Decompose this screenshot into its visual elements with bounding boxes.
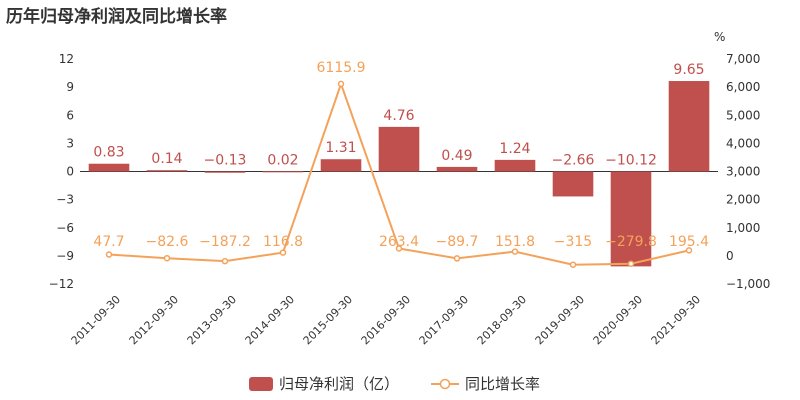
x-tick-label: 2013-09-30 (185, 293, 239, 347)
line-value-label: 6115.9 (317, 60, 366, 76)
bar-value-label: 4.76 (383, 108, 414, 124)
bar-value-label: 0.14 (151, 151, 182, 167)
bar (320, 159, 362, 172)
bar (88, 163, 130, 172)
line-point (511, 248, 519, 255)
line-value-label: −315 (554, 234, 592, 250)
y-right-unit-label: % (714, 30, 725, 44)
x-tick-label: 2014-09-30 (243, 293, 297, 347)
line-point (221, 257, 229, 265)
y-left-tick-label: 3 (66, 136, 74, 150)
bar-value-label: −10.12 (605, 153, 657, 169)
line-value-label: 47.7 (93, 234, 124, 250)
line-value-label: 116.8 (263, 234, 303, 250)
legend-bar-label: 归母净利润（亿） (279, 375, 399, 393)
y-left-tick-label: −12 (49, 277, 74, 291)
x-tick-label: 2016-09-30 (359, 293, 413, 347)
y-right-tick-label: 7,000 (726, 52, 760, 66)
bar-value-label: 0.83 (93, 145, 124, 161)
bar-value-label: −2.66 (552, 153, 595, 169)
line-point (453, 255, 461, 262)
bar-value-label: 1.24 (499, 141, 530, 157)
bar-value-label: 1.31 (325, 140, 356, 156)
x-tick-label: 2012-09-30 (127, 293, 181, 347)
y-left-tick-label: −6 (56, 221, 74, 235)
x-tick-label: 2015-09-30 (301, 293, 355, 347)
y-right-tick-label: −1,000 (726, 277, 770, 291)
x-tick-label: 2019-09-30 (533, 293, 587, 347)
line-value-label: −279.8 (605, 234, 657, 250)
line-point (105, 251, 113, 258)
bar-value-label: 9.65 (673, 62, 704, 78)
bar-value-label: 0.49 (441, 148, 472, 164)
bar (552, 171, 594, 197)
y-left-tick-label: 12 (59, 52, 74, 66)
y-left-tick-label: −9 (56, 249, 74, 263)
x-tick-label: 2021-09-30 (649, 293, 703, 347)
chart-title: 历年归母净利润及同比增长率 (6, 7, 227, 27)
legend-line-marker (439, 378, 451, 390)
y-right-tick-label: 0 (726, 249, 734, 263)
line-value-label: 263.4 (379, 234, 419, 250)
y-left-tick-label: 9 (66, 80, 74, 94)
line-point (685, 247, 693, 254)
legend-bar-swatch (249, 377, 273, 391)
bar (204, 171, 246, 173)
line-point (569, 261, 577, 268)
bar-value-label: −0.13 (204, 153, 247, 169)
bar (378, 126, 420, 172)
x-tick-label: 2020-09-30 (591, 293, 645, 347)
y-right-tick-label: 2,000 (726, 193, 760, 207)
line-value-label: 195.4 (669, 234, 709, 250)
bar-value-label: 0.02 (267, 152, 298, 168)
y-right-tick-label: 5,000 (726, 108, 760, 122)
y-right-tick-label: 4,000 (726, 136, 760, 150)
line-value-label: −187.2 (199, 234, 251, 250)
legend-line-label: 同比增长率 (465, 375, 540, 393)
line-point (279, 249, 287, 256)
line-point (337, 80, 345, 88)
bar (610, 171, 652, 267)
x-tick-label: 2017-09-30 (417, 293, 471, 347)
line-value-label: 151.8 (495, 234, 535, 250)
line-point (395, 245, 403, 252)
line-value-label: −82.6 (146, 234, 189, 250)
bar (436, 166, 478, 172)
y-left-tick-label: 6 (66, 108, 74, 122)
line-point (163, 254, 171, 262)
bar (668, 81, 710, 172)
line-point (627, 260, 635, 267)
y-left-tick-label: −3 (56, 193, 74, 207)
y-left-tick-label: 0 (66, 165, 74, 179)
bar (262, 171, 304, 173)
x-tick-label: 2011-09-30 (69, 293, 123, 347)
bar (494, 159, 536, 172)
x-tick-label: 2018-09-30 (475, 293, 529, 347)
y-right-tick-label: 1,000 (726, 221, 760, 235)
y-right-tick-label: 3,000 (726, 165, 760, 179)
bar (146, 170, 188, 172)
y-right-tick-label: 6,000 (726, 80, 760, 94)
line-value-label: −89.7 (436, 234, 479, 250)
